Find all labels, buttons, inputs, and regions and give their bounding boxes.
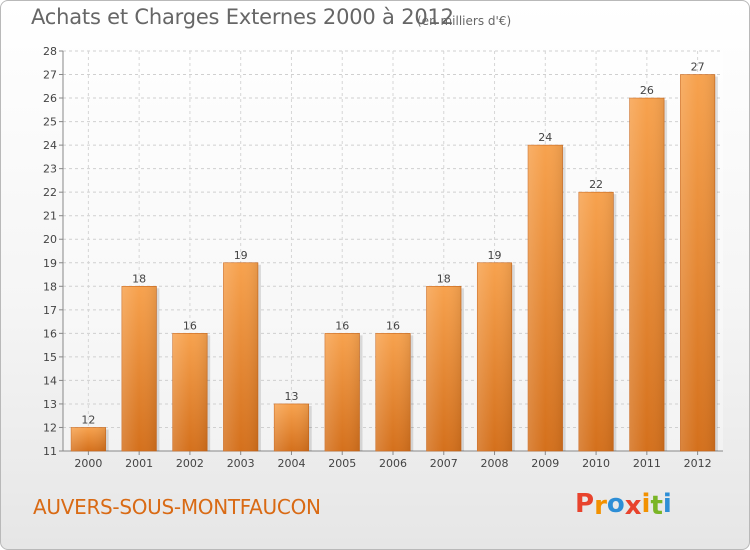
logo-letter: i: [662, 489, 672, 519]
logo-letter: x: [624, 491, 642, 521]
value-label: 18: [132, 272, 146, 285]
chart-title: Achats et Charges Externes 2000 à 2012: [31, 5, 454, 29]
value-label: 22: [589, 178, 603, 191]
logo-letter: t: [650, 491, 663, 521]
y-tick-label: 14: [43, 374, 57, 387]
x-tick-label: 2010: [582, 457, 610, 470]
proxiti-logo[interactable]: Proxiti: [575, 489, 672, 521]
y-tick-label: 20: [43, 233, 57, 246]
value-label: 13: [284, 390, 298, 403]
x-tick-label: 2012: [684, 457, 712, 470]
y-tick-label: 18: [43, 280, 57, 293]
y-tick-label: 27: [43, 69, 57, 82]
x-tick-label: 2009: [531, 457, 559, 470]
chart-subtitle: (en milliers d'€): [417, 14, 512, 28]
y-tick-label: 15: [43, 351, 57, 364]
logo-letter: P: [575, 489, 595, 519]
value-label: 16: [183, 319, 197, 332]
y-tick-label: 24: [43, 139, 57, 152]
value-label: 19: [234, 249, 248, 262]
x-tick-label: 2003: [227, 457, 255, 470]
x-tick-label: 2006: [379, 457, 407, 470]
value-label: 16: [386, 319, 400, 332]
y-tick-label: 19: [43, 257, 57, 270]
value-label: 19: [488, 249, 502, 262]
value-label: 18: [437, 272, 451, 285]
y-tick-label: 12: [43, 421, 57, 434]
x-tick-label: 2008: [481, 457, 509, 470]
y-tick-label: 25: [43, 116, 57, 129]
x-tick-label: 2011: [633, 457, 661, 470]
y-tick-label: 28: [43, 45, 57, 58]
x-tick-label: 2005: [328, 457, 356, 470]
y-tick-label: 13: [43, 398, 57, 411]
value-label: 12: [81, 413, 95, 426]
y-tick-label: 23: [43, 163, 57, 176]
y-tick-label: 17: [43, 304, 57, 317]
logo-letter: i: [641, 489, 651, 519]
labels: 12 2000 18 2001 16 2002 19 2003 13 2004 16 2005 16 20…: [74, 61, 711, 470]
value-label: 26: [640, 84, 654, 97]
x-tick-label: 2000: [74, 457, 102, 470]
bars: [70, 74, 718, 452]
x-tick-label: 2004: [277, 457, 305, 470]
y-tick-label: 11: [43, 445, 57, 458]
value-label: 24: [538, 131, 552, 144]
logo-letter: r: [594, 491, 607, 521]
logo-letter: o: [606, 489, 625, 519]
x-tick-label: 2002: [176, 457, 204, 470]
x-tick-label: 2007: [430, 457, 458, 470]
value-label: 16: [335, 319, 349, 332]
value-label: 27: [691, 61, 705, 74]
y-tick-label: 22: [43, 186, 57, 199]
x-tick-label: 2001: [125, 457, 153, 470]
y-tick-label: 16: [43, 327, 57, 340]
y-tick-label: 26: [43, 92, 57, 105]
y-tick-label: 21: [43, 210, 57, 223]
place-name: AUVERS-SOUS-MONTFAUCON: [33, 495, 321, 519]
